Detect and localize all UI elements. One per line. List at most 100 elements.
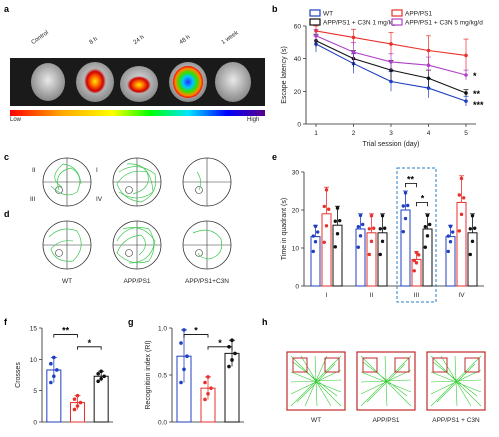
f-dot xyxy=(78,400,83,405)
e-dot xyxy=(459,176,464,181)
f-dot xyxy=(75,393,80,398)
panel-letter-d: d xyxy=(4,209,10,219)
f-ytick-label: 10 xyxy=(30,357,38,364)
f-dot xyxy=(72,407,77,412)
e-dot xyxy=(412,258,416,263)
e-dot xyxy=(358,234,363,238)
e-dot xyxy=(468,252,472,257)
e-bar xyxy=(310,236,321,287)
b-point xyxy=(464,53,468,58)
f-sig-bracket xyxy=(53,334,78,338)
b-xtick-label: 4 xyxy=(427,130,431,137)
e-dot xyxy=(313,240,318,244)
maze-c-2 xyxy=(112,157,162,207)
e-category-label: IV xyxy=(458,292,465,299)
g-sig-bracket xyxy=(207,346,233,350)
f-dot xyxy=(99,376,103,381)
e-dot xyxy=(380,239,385,244)
b-xtick-label: 1 xyxy=(314,130,318,137)
colorbar-high: High xyxy=(247,117,260,123)
b-legend-swatch xyxy=(391,9,403,17)
e-dot xyxy=(316,230,320,234)
e-dot xyxy=(327,207,331,211)
e-bar xyxy=(422,228,433,287)
e-highlight-box xyxy=(396,167,437,303)
b-point xyxy=(464,91,468,95)
g-dot xyxy=(203,397,207,402)
g-dot xyxy=(185,354,189,358)
water-maze-panels: II I III IV WT APP/PS1 APP/PS1+C3N xyxy=(30,157,232,285)
maze-row-d xyxy=(42,220,232,270)
f-ytick-label: 0 xyxy=(33,420,37,427)
e-dot xyxy=(412,269,416,273)
g-dot xyxy=(182,367,186,372)
b-ytick-label: 0 xyxy=(297,122,301,129)
e-dot xyxy=(406,203,410,208)
g-dot xyxy=(179,380,183,385)
e-dot xyxy=(403,191,408,195)
e-dot xyxy=(446,249,450,254)
e-dot xyxy=(468,227,472,231)
g-dot xyxy=(227,364,231,369)
e-bar xyxy=(400,209,411,287)
e-dot xyxy=(378,252,382,257)
e-dot xyxy=(338,218,342,223)
e-annotation: * xyxy=(421,193,425,203)
e-dot xyxy=(333,245,337,249)
maze-c-1 xyxy=(42,157,92,207)
e-dot xyxy=(358,213,363,218)
b-point xyxy=(351,50,356,54)
b-xtick-label: 5 xyxy=(464,130,468,137)
field-label-app: APP/PS1 xyxy=(372,417,399,424)
e-dot xyxy=(369,239,374,244)
e-dot xyxy=(459,212,464,217)
e-dot xyxy=(380,214,385,218)
b-point xyxy=(351,35,356,40)
f-annotation: * xyxy=(88,338,92,348)
field-wt xyxy=(286,351,346,411)
e-dot xyxy=(470,239,475,244)
g-dot xyxy=(230,358,234,362)
imaging-figure xyxy=(10,58,265,116)
f-ytick-label: 5 xyxy=(33,388,37,395)
g-ytick-label: 1.0 xyxy=(158,326,167,333)
b-ytick-label: 60 xyxy=(294,24,302,31)
e-dot xyxy=(378,227,382,231)
panel-letter-b: b xyxy=(272,4,278,14)
e-bar xyxy=(321,213,332,287)
e-ytick-label: 30 xyxy=(292,170,300,177)
panel-letter-a: a xyxy=(4,4,10,14)
b-point xyxy=(389,60,393,64)
g-dot xyxy=(206,375,210,379)
g-dot xyxy=(233,351,237,356)
e-dot xyxy=(367,252,371,257)
quadrant-IV: IV xyxy=(96,196,103,203)
e-ylabel: Time in quadrant (s) xyxy=(281,198,288,260)
e-dot xyxy=(470,214,475,218)
e-dot xyxy=(417,253,421,257)
maze-d-3 xyxy=(182,220,232,270)
e-category-label: II xyxy=(370,292,374,299)
panel-letter-c: c xyxy=(4,152,10,162)
maze-label-wt: WT xyxy=(62,278,72,285)
e-dot xyxy=(425,213,430,218)
e-dot xyxy=(311,234,315,238)
e-dot xyxy=(324,188,329,192)
f-dot xyxy=(49,361,53,366)
e-dot xyxy=(425,234,430,238)
maze-d-2 xyxy=(112,220,162,270)
field-app xyxy=(356,351,416,411)
e-dot xyxy=(322,204,326,209)
field-label-wt: WT xyxy=(311,417,321,424)
b-legend-swatch xyxy=(391,18,403,26)
e-dot xyxy=(401,204,405,208)
g-dot xyxy=(209,386,213,390)
g-dot xyxy=(179,341,183,345)
b-point xyxy=(389,68,393,72)
b-legend-label: APP/PS1 xyxy=(405,11,432,18)
e-dot xyxy=(403,216,408,221)
g-dot xyxy=(203,380,207,385)
f-ylabel: Crosses xyxy=(15,362,22,388)
g-ytick-label: 0.5 xyxy=(158,373,167,380)
field-label-c3n: APP/PS1 + C3N xyxy=(432,417,480,424)
